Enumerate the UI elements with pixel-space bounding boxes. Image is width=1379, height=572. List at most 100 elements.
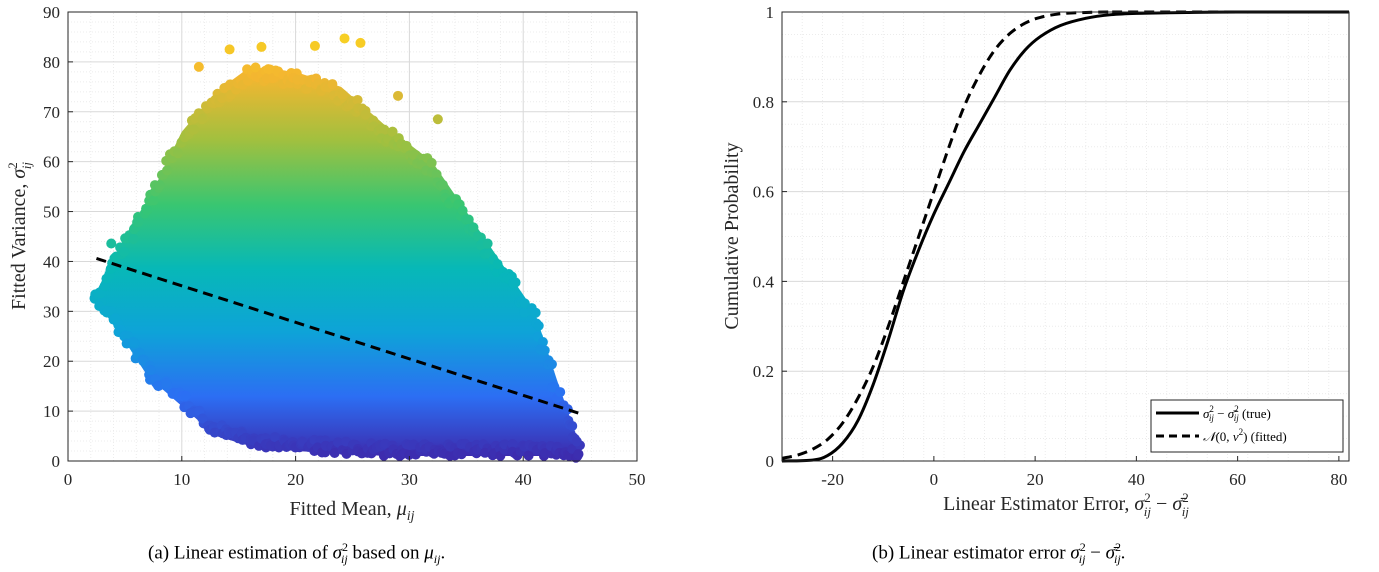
scatter-point: [332, 437, 343, 448]
scatter-panel: 0 10 20 30 40 50 0 10 20 30 40 50 60 70 80 90 Fitted Me…: [5, 3, 646, 524]
y-tick-label: 0.4: [753, 272, 775, 291]
caption-b: (b) Linear estimator error σ2ij − σ̄2ij.: [872, 540, 1126, 567]
y-tick-label: 0: [766, 452, 775, 471]
x-tick-label: 80: [1330, 470, 1347, 489]
y-tick-label: 0.6: [753, 183, 774, 202]
y-tick-label: 0: [52, 452, 61, 471]
linear-fit-line: [95, 257, 581, 416]
y-tick-label: 1: [766, 3, 775, 22]
scatter-point: [162, 165, 173, 176]
scatter-point: [567, 420, 578, 431]
x-tick-label: 10: [173, 470, 190, 489]
cdf-y-axis-label: Cumulative Probability: [721, 142, 743, 329]
y-tick-label: 40: [43, 252, 60, 271]
scatter-outlier-points: [106, 33, 443, 249]
scatter-point: [539, 345, 550, 356]
scatter-point: [329, 448, 340, 459]
scatter-point: [562, 404, 573, 415]
scatter-outlier-point: [309, 40, 320, 51]
scatter-point: [327, 79, 338, 90]
x-tick-label: 0: [64, 470, 73, 489]
caption-a: (a) Linear estimation of σ2ij based on μ…: [148, 540, 446, 567]
x-tick-label: 0: [930, 470, 939, 489]
y-tick-label: 50: [43, 203, 60, 222]
scatter-point: [463, 214, 474, 225]
scatter-y-axis-label: Fitted Variance, σ2ij: [5, 162, 34, 310]
scatter-point: [161, 378, 172, 389]
scatter-outlier-point: [193, 61, 204, 72]
scatter-point: [547, 382, 558, 393]
scatter-point: [128, 234, 139, 245]
scatter-edge-points: [89, 62, 585, 463]
scatter-point: [119, 246, 130, 257]
legend-box: [1150, 399, 1344, 453]
scatter-point: [197, 413, 208, 424]
scatter-point: [188, 124, 199, 135]
cdf-axes-box: [781, 11, 1350, 462]
y-tick-label: 70: [43, 103, 60, 122]
scatter-point: [145, 364, 156, 375]
scatter-point: [292, 74, 303, 85]
scatter-point: [472, 231, 483, 242]
scatter-point: [250, 62, 261, 73]
true-cdf-line: [781, 10, 1350, 463]
cdf-x-axis-label: Linear Estimator Error, σ2 ij − σ̄2 ij: [943, 490, 1189, 519]
scatter-point: [437, 179, 448, 190]
scatter-outlier-point: [256, 41, 267, 52]
legend-fitted-label: 𝒩(0, ν2) (fitted): [1203, 427, 1287, 444]
scatter-point: [110, 313, 121, 324]
x-tick-label: 40: [515, 470, 532, 489]
scatter-point: [127, 336, 138, 347]
scatter-point: [352, 94, 363, 105]
scatter-outlier-point: [106, 238, 117, 249]
scatter-point: [546, 359, 557, 370]
scatter-point: [468, 222, 479, 233]
scatter-point: [95, 288, 106, 299]
cdf-axes-background: [782, 12, 1349, 461]
scatter-point: [401, 140, 412, 151]
scatter-point: [379, 124, 390, 135]
scatter-outlier-point: [355, 37, 366, 48]
y-tick-label: 60: [43, 153, 60, 172]
scatter-point: [507, 438, 518, 449]
cdf-panel: -20 0 20 40 60 80 0 0.2 0.4 0.6 0.8 1 σ2 ij − σ̄2 ij …: [721, 3, 1350, 519]
scatter-point: [133, 216, 144, 227]
scatter-outlier-point: [393, 90, 404, 101]
scatter-point: [148, 195, 159, 206]
scatter-point: [194, 405, 205, 416]
scatter-point: [426, 157, 437, 168]
scatter-point: [154, 180, 165, 191]
scatter-point: [571, 436, 582, 447]
y-tick-label: 0.2: [753, 362, 774, 381]
scatter-axes-box: [67, 11, 638, 462]
scatter-point: [337, 89, 348, 100]
scatter-point: [387, 127, 398, 138]
y-tick-label: 0.8: [753, 93, 774, 112]
scatter-point: [492, 259, 503, 270]
x-tick-label: -20: [821, 470, 844, 489]
scatter-point: [533, 320, 544, 331]
y-tick-label: 20: [43, 352, 60, 371]
scatter-point: [555, 387, 566, 398]
y-tick-label: 10: [43, 402, 60, 421]
scatter-point: [510, 277, 521, 288]
scatter-point: [197, 114, 208, 125]
y-tick-label: 90: [43, 3, 60, 22]
scatter-point: [456, 449, 467, 460]
cdf-tick-labels: -20 0 20 40 60 80 0 0.2 0.4 0.6 0.8 1: [753, 3, 1348, 489]
scatter-point: [573, 449, 584, 460]
scatter-outlier-point: [432, 114, 443, 125]
scatter-point: [270, 432, 281, 443]
scatter-point: [523, 450, 534, 461]
scatter-point: [180, 390, 191, 401]
scatter-point: [457, 205, 468, 216]
x-tick-label: 50: [629, 470, 646, 489]
scatter-point: [482, 238, 493, 249]
scatter-point: [431, 169, 442, 180]
scatter-point: [141, 205, 152, 216]
scatter-outlier-point: [339, 33, 350, 44]
scatter-point: [105, 263, 116, 274]
x-tick-label: 20: [287, 470, 304, 489]
scatter-point: [172, 148, 183, 159]
